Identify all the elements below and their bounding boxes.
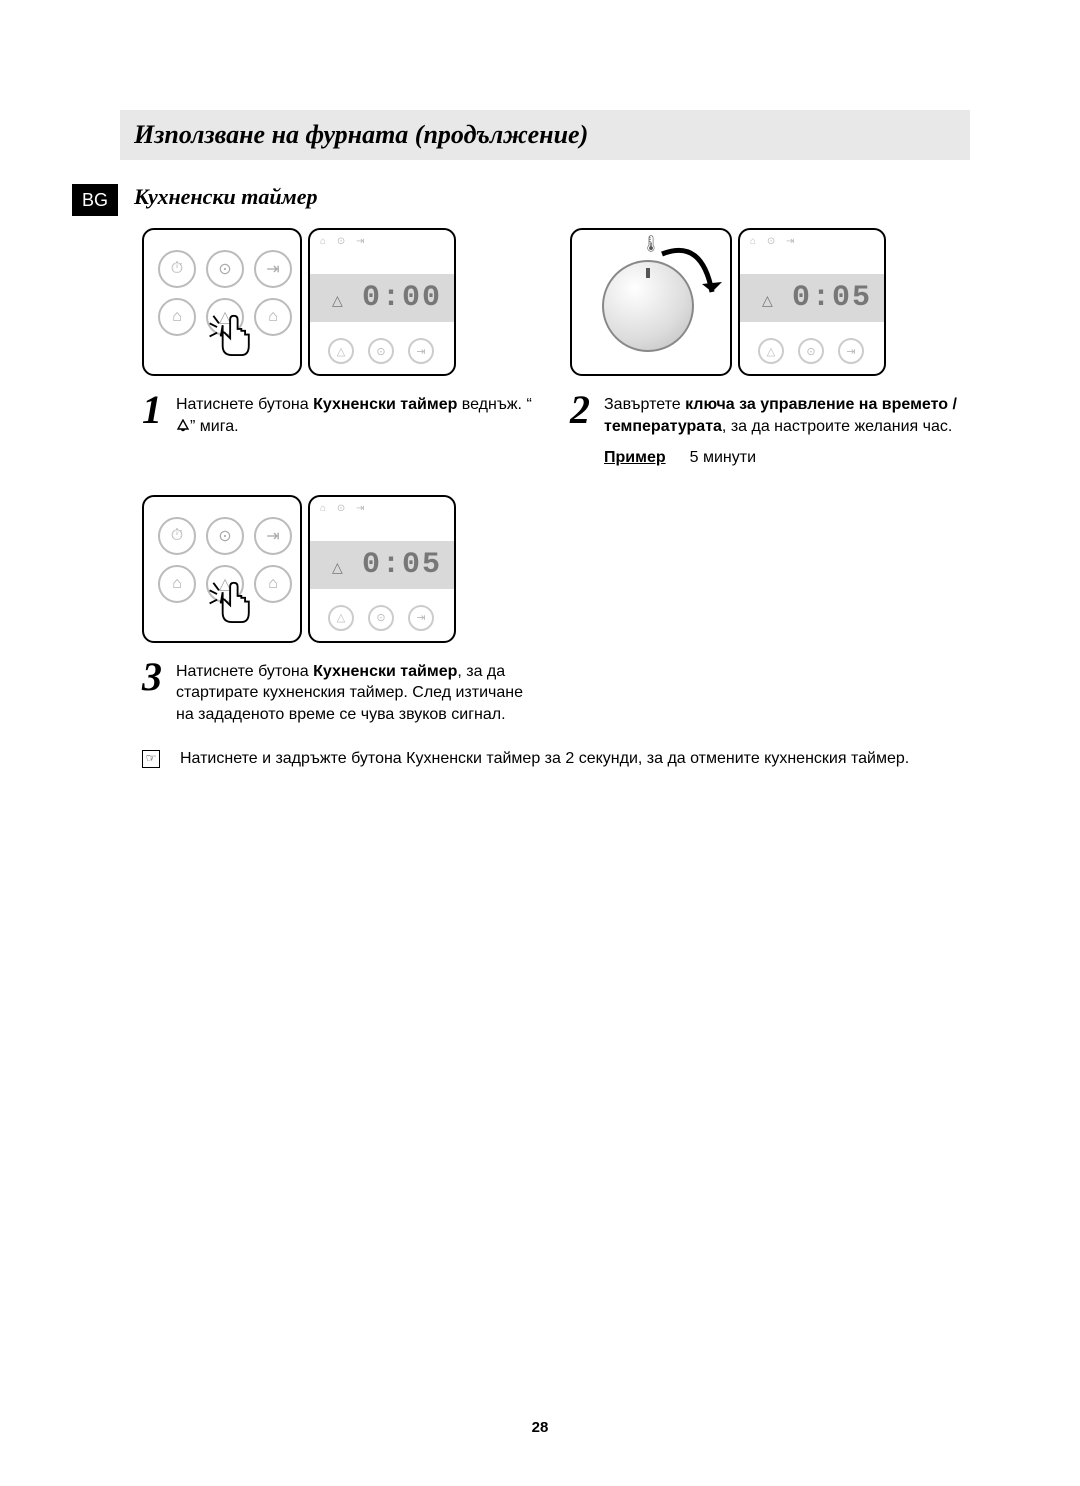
- illustration-display: ⌂ ⊙ ⇥ △ 0:05 △ ⊙ ⇥: [738, 228, 886, 376]
- step-body: Завъртете ключа за управление на времето…: [604, 390, 970, 469]
- panel-button: ⊙: [206, 250, 244, 288]
- note-row: ☞ Натиснете и задръжте бутона Кухненски …: [142, 748, 970, 770]
- step-3-text: 3 Натиснете бутона Кухненски таймер, за …: [142, 657, 542, 726]
- steps-row-2: ⏱ ⊙ ⇥ ⌂ △ ⌂ ⌂ ⊙ ⇥ △: [142, 495, 970, 726]
- steps-row-1: ⏱ ⊙ ⇥ ⌂ △ ⌂ ⌂ ⊙ ⇥ △: [142, 228, 970, 469]
- illustration-control-panel: ⏱ ⊙ ⇥ ⌂ △ ⌂: [142, 228, 302, 376]
- page-content: Използване на фурната (продължение) BG К…: [120, 110, 970, 770]
- text: веднъж. “: [457, 396, 531, 413]
- bell-icon: △: [332, 292, 343, 309]
- small-button: △: [328, 605, 354, 631]
- display-value: 0:05: [792, 274, 872, 322]
- step-1: ⏱ ⊙ ⇥ ⌂ △ ⌂ ⌂ ⊙ ⇥ △: [142, 228, 542, 469]
- panel-button: ⌂: [158, 298, 196, 336]
- panel-button: ⊙: [206, 517, 244, 555]
- text: Завъртете: [604, 396, 685, 413]
- step-number: 1: [142, 390, 168, 437]
- display-bar: △ 0:05: [740, 274, 884, 322]
- display-bar: △ 0:00: [310, 274, 454, 322]
- bell-icon: △: [332, 559, 343, 576]
- small-button: △: [328, 338, 354, 364]
- illustration-display: ⌂ ⊙ ⇥ △ 0:05 △ ⊙ ⇥: [308, 495, 456, 643]
- display-small-buttons: △ ⊙ ⇥: [328, 605, 434, 631]
- example-value: 5 минути: [690, 449, 756, 466]
- display-bar: △ 0:05: [310, 541, 454, 589]
- small-button: ⊙: [368, 605, 394, 631]
- step-2: 🌡 ⌂ ⊙ ⇥ △ 0:05: [570, 228, 970, 469]
- page-title: Използване на фурната (продължение): [120, 110, 970, 160]
- hand-press-icon: [204, 581, 260, 637]
- small-button: ⇥: [408, 605, 434, 631]
- step-1-text: 1 Натиснете бутона Кухненски таймер ведн…: [142, 390, 542, 437]
- text: , за да настроите желания час.: [722, 418, 952, 435]
- text: Натиснете и задръжте бутона: [180, 750, 406, 767]
- step-number: 3: [142, 657, 168, 726]
- text: Натиснете бутона: [176, 396, 313, 413]
- display-value: 0:05: [362, 541, 442, 589]
- bell-icon: △: [762, 292, 773, 309]
- text-bold: Кухненски таймер: [406, 750, 540, 767]
- display-small-buttons: △ ⊙ ⇥: [328, 338, 434, 364]
- note-body: Натиснете и задръжте бутона Кухненски та…: [180, 748, 909, 770]
- small-button: ⊙: [798, 338, 824, 364]
- small-button: ⇥: [838, 338, 864, 364]
- panel-button: ⇥: [254, 250, 292, 288]
- display-mini-icons: ⌂ ⊙ ⇥: [750, 236, 798, 247]
- example-label: Пример: [604, 449, 666, 466]
- small-button: ⊙: [368, 338, 394, 364]
- display-value: 0:00: [362, 274, 442, 322]
- step-body: Натиснете бутона Кухненски таймер веднъж…: [176, 390, 542, 437]
- text: за 2 секунди, за да отмените кухненския …: [540, 750, 909, 767]
- rotate-arrow-icon: [652, 242, 732, 322]
- text: Натиснете бутона: [176, 663, 313, 680]
- example-row: Пример 5 минути: [604, 447, 970, 469]
- step-3: ⏱ ⊙ ⇥ ⌂ △ ⌂ ⌂ ⊙ ⇥ △: [142, 495, 542, 726]
- text-bold: Кухненски таймер: [313, 663, 457, 680]
- step-body: Натиснете бутона Кухненски таймер, за да…: [176, 657, 542, 726]
- text: ” мига.: [190, 418, 239, 435]
- step-number: 2: [570, 390, 596, 469]
- step-2-images: 🌡 ⌂ ⊙ ⇥ △ 0:05: [570, 228, 970, 376]
- illustration-knob: 🌡: [570, 228, 732, 376]
- illustration-control-panel: ⏱ ⊙ ⇥ ⌂ △ ⌂: [142, 495, 302, 643]
- small-button: ⇥: [408, 338, 434, 364]
- step-2-text: 2 Завъртете ключа за управление на време…: [570, 390, 970, 469]
- panel-button: ⏱: [158, 250, 196, 288]
- hand-press-icon: [204, 314, 260, 370]
- display-small-buttons: △ ⊙ ⇥: [758, 338, 864, 364]
- section-subtitle: Кухненски таймер: [134, 184, 970, 210]
- panel-button: ⌂: [158, 565, 196, 603]
- step-3-images: ⏱ ⊙ ⇥ ⌂ △ ⌂ ⌂ ⊙ ⇥ △: [142, 495, 542, 643]
- display-mini-icons: ⌂ ⊙ ⇥: [320, 236, 368, 247]
- display-mini-icons: ⌂ ⊙ ⇥: [320, 503, 368, 514]
- note-marker-icon: ☞: [142, 750, 160, 768]
- panel-button: ⇥: [254, 517, 292, 555]
- language-badge: BG: [72, 184, 118, 216]
- illustration-display: ⌂ ⊙ ⇥ △ 0:00 △ ⊙ ⇥: [308, 228, 456, 376]
- small-button: △: [758, 338, 784, 364]
- panel-button: ⏱: [158, 517, 196, 555]
- text-bold: Кухненски таймер: [313, 396, 457, 413]
- page-number: 28: [532, 1419, 549, 1436]
- step-1-images: ⏱ ⊙ ⇥ ⌂ △ ⌂ ⌂ ⊙ ⇥ △: [142, 228, 542, 376]
- bell-inline-icon: [176, 418, 190, 435]
- knob-indicator: [646, 268, 650, 278]
